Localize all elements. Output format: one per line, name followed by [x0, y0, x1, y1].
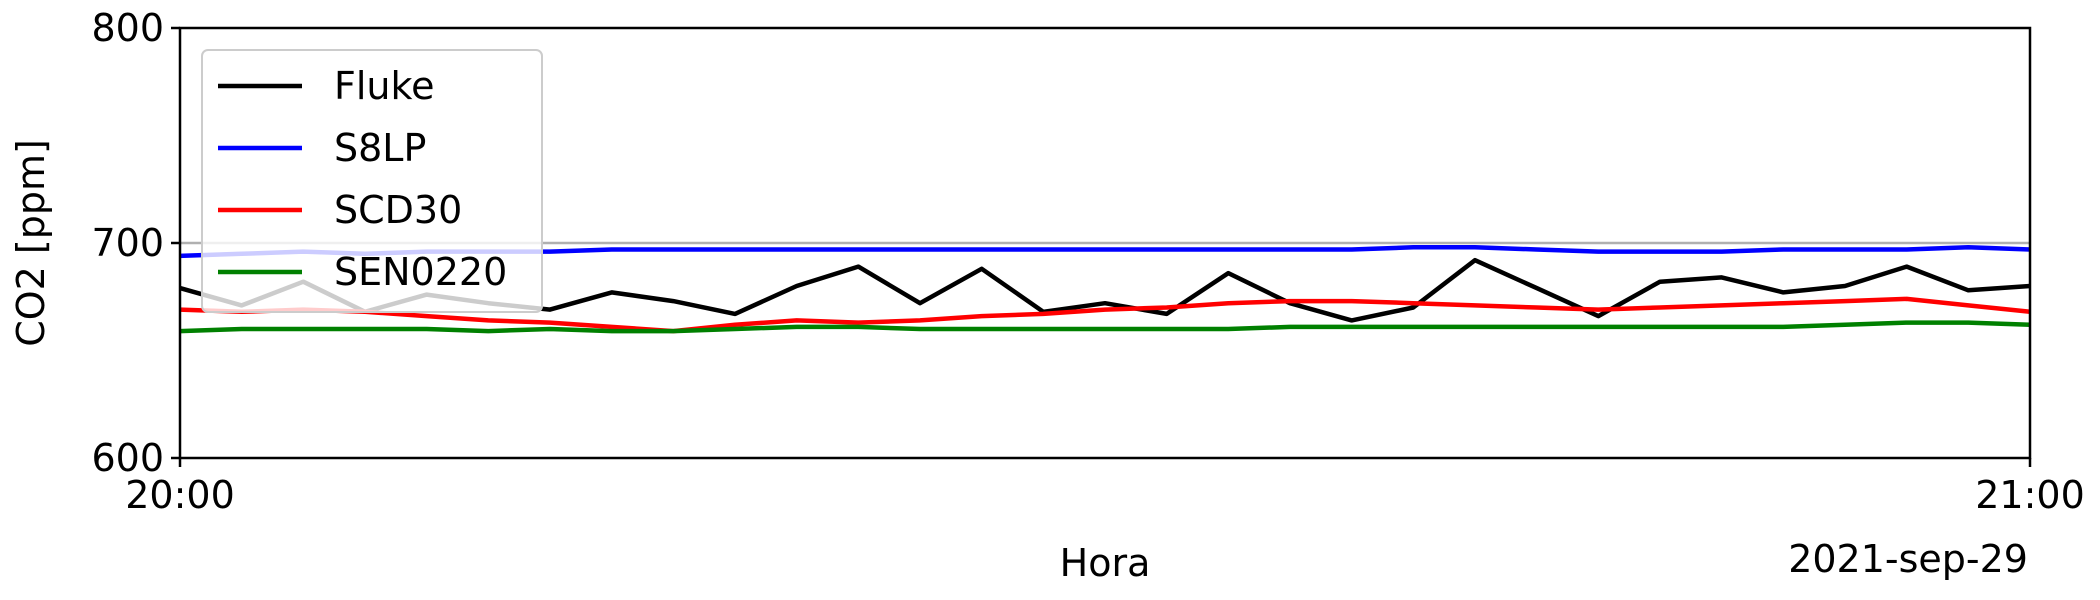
legend-label-fluke: Fluke — [334, 64, 435, 108]
legend-label-sen0220: SEN0220 — [334, 250, 507, 294]
x-tick-label: 21:00 — [1975, 473, 2085, 517]
y-tick-label: 600 — [91, 436, 164, 480]
series-line-scd30 — [179, 296, 2031, 334]
legend-label-scd30: SCD30 — [334, 188, 462, 232]
legend-label-s8lp: S8LP — [334, 126, 426, 170]
legend: Fluke S8LP SCD30 SEN0220 — [201, 49, 543, 313]
y-axis-label: CO2 [ppm] — [9, 139, 53, 347]
legend-box — [201, 49, 543, 313]
y-tick-label: 700 — [91, 221, 164, 265]
axis-layer: 600 700 800 20:00 21:00 — [91, 6, 2084, 517]
x-axis-label: Hora — [1060, 541, 1151, 585]
x-tick-label: 20:00 — [125, 473, 235, 517]
series-line-sen0220 — [179, 320, 2031, 334]
date-label: 2021-sep-29 — [1788, 537, 2028, 581]
y-tick-label: 800 — [91, 6, 164, 50]
